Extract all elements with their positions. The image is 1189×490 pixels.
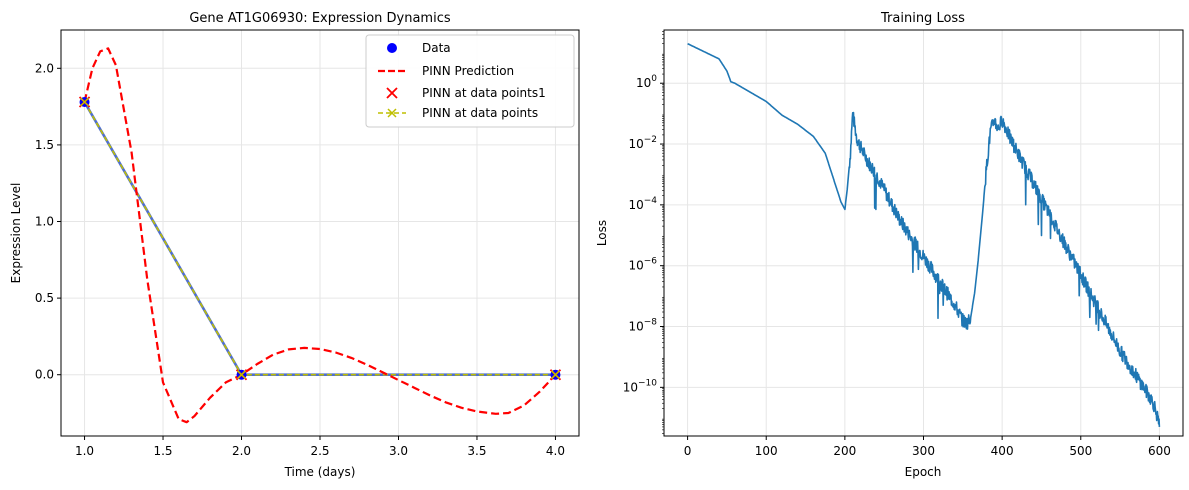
- right-y-ticks: 100 10−2 10−4 10−6 10−8 10−10: [623, 31, 664, 434]
- right-x-tick-label: 100: [755, 444, 778, 458]
- right-y-tick-label: 10−4: [628, 196, 657, 212]
- right-series: [687, 42, 1161, 427]
- right-grid: [664, 30, 1183, 436]
- right-y-tick-label: 10−10: [623, 378, 658, 394]
- right-x-tick-label: 300: [912, 444, 935, 458]
- right-chart: Training Loss 0 100 200 300 400 500 600 100 10−…: [595, 11, 1184, 479]
- left-x-tick-label: 1.5: [153, 444, 172, 458]
- legend-pinn-points1-label: PINN at data points1: [422, 86, 546, 100]
- pinn-points-marker: [236, 370, 247, 380]
- right-x-tick-label: 400: [991, 444, 1014, 458]
- left-y-tick-label: 0.0: [35, 368, 54, 382]
- legend-pinn-prediction-label: PINN Prediction: [422, 64, 514, 78]
- right-y-tick-label: 10−8: [628, 318, 657, 334]
- legend: Data PINN Prediction PINN at data points…: [365, 34, 575, 128]
- left-x-ticks: 1.0 1.5 2.0 2.5 3.0 3.5 4.0: [75, 436, 565, 458]
- right-y-axis-label: Loss: [595, 220, 609, 246]
- legend-pinn-points1-marker: [386, 87, 398, 99]
- left-series: [78, 47, 562, 424]
- left-y-tick-label: 1.0: [35, 215, 54, 229]
- left-y-axis-label: Expression Level: [9, 183, 23, 284]
- legend-pinn-points-marker: [387, 108, 397, 118]
- left-y-tick-label: 0.5: [35, 291, 54, 305]
- left-chart: Gene AT1G06930: Expression Dynamics 1.0 1…: [9, 11, 580, 479]
- left-y-tick-label: 2.0: [35, 61, 54, 75]
- left-y-ticks: 0.0 0.5 1.0 1.5 2.0: [35, 61, 61, 382]
- right-x-tick-label: 500: [1069, 444, 1092, 458]
- right-x-ticks: 0 100 200 300 400 500 600: [684, 436, 1171, 458]
- pinn-prediction-line: [83, 47, 557, 424]
- left-x-tick-label: 1.0: [75, 444, 94, 458]
- pinn-points-marker: [550, 370, 560, 380]
- right-y-tick-label: 100: [636, 74, 657, 90]
- right-x-tick-label: 200: [833, 444, 856, 458]
- legend-box: [365, 34, 575, 128]
- left-x-axis-label: Time (days): [284, 465, 356, 479]
- left-x-tick-label: 4.0: [546, 444, 565, 458]
- pinn-points-marker: [80, 97, 90, 107]
- loss-curve: [687, 42, 1161, 427]
- right-chart-title: Training Loss: [880, 11, 965, 26]
- right-x-tick-label: 600: [1148, 444, 1171, 458]
- left-y-tick-label: 1.5: [35, 138, 54, 152]
- left-x-tick-label: 2.0: [232, 444, 251, 458]
- left-x-tick-label: 2.5: [310, 444, 329, 458]
- legend-pinn-points-label: PINN at data points: [422, 106, 538, 120]
- left-chart-title: Gene AT1G06930: Expression Dynamics: [189, 11, 451, 26]
- left-x-tick-label: 3.0: [389, 444, 408, 458]
- legend-data-marker: [387, 43, 397, 53]
- legend-data-label: Data: [422, 41, 451, 55]
- right-y-tick-label: 10−2: [628, 135, 657, 151]
- right-x-axis-label: Epoch: [905, 465, 942, 479]
- right-x-tick-label: 0: [684, 444, 692, 458]
- right-y-tick-label: 10−6: [628, 257, 657, 273]
- left-x-tick-label: 3.5: [467, 444, 486, 458]
